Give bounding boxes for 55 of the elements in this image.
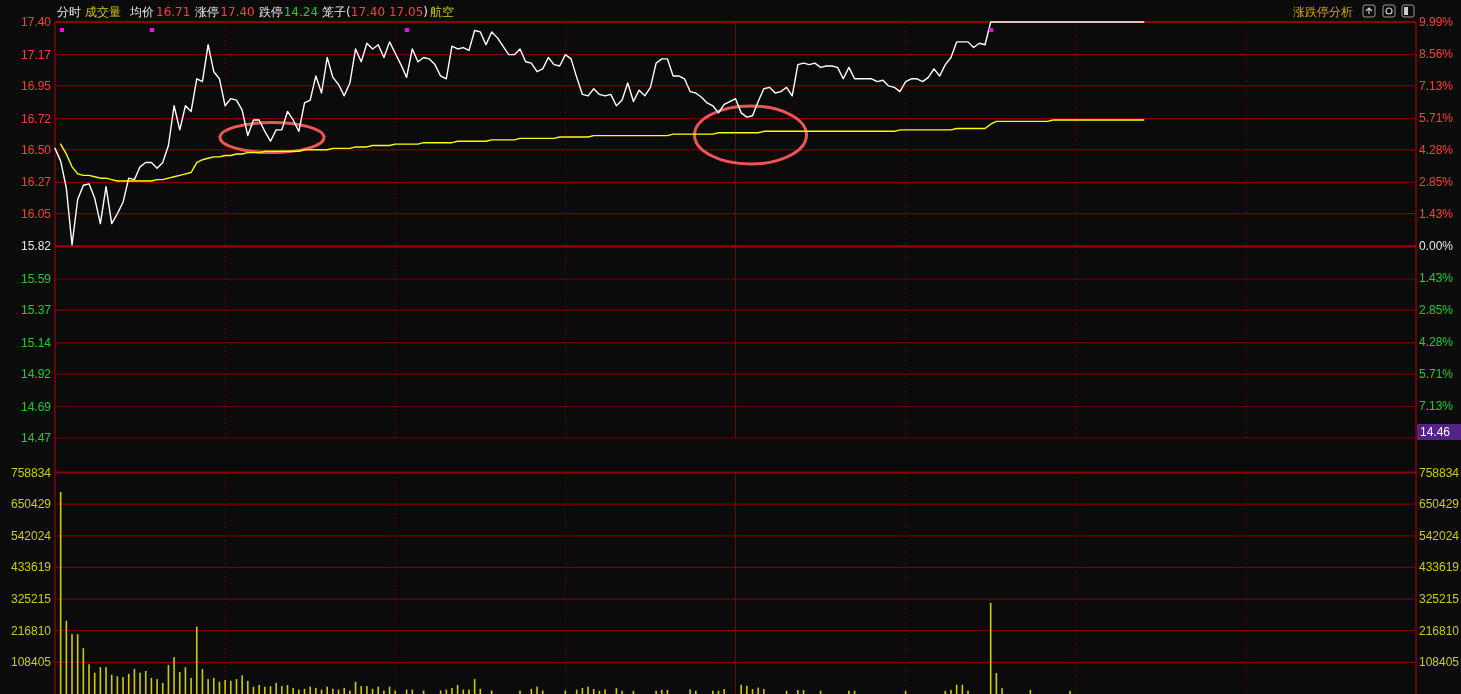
- y2-tick-label: 4.28%: [1419, 143, 1454, 158]
- y-tick-label: 16.95: [20, 78, 51, 93]
- y2-tick-label: 542024: [1419, 528, 1460, 543]
- y2-tick-label: 2.85%: [1419, 302, 1454, 317]
- y-tick-label: 325215: [10, 592, 51, 607]
- y-tick-label: 15.82: [20, 239, 51, 254]
- y2-tick-label: 1.43%: [1419, 206, 1454, 221]
- y-tick-label: 14.92: [20, 367, 51, 382]
- y-tick-label: 17.40: [20, 15, 51, 29]
- y2-tick-label: 433619: [1419, 560, 1460, 575]
- y-tick-label: 15.59: [20, 272, 51, 286]
- y-tick-label: 15.37: [20, 303, 51, 318]
- y-tick-label: 433619: [10, 560, 51, 575]
- y2-tick-label: 7.13%: [1419, 398, 1454, 413]
- annotation: 16.71: [156, 5, 191, 19]
- y2-tick-label: 1.43%: [1419, 271, 1454, 286]
- annotation: 均价: [130, 5, 154, 19]
- y-tick-label: 650429: [10, 497, 51, 512]
- annotation: 成交量: [85, 5, 121, 19]
- y-tick-label: 14.47: [20, 431, 51, 445]
- annotation: 14.24: [283, 5, 319, 19]
- annotation: 17.40: [220, 5, 255, 19]
- y2-tick-label: 5.71%: [1419, 111, 1454, 125]
- title: 分时: [57, 5, 81, 19]
- annotation: ): [423, 5, 428, 19]
- annotation: 涨跌停分析: [1293, 5, 1353, 19]
- y2-tick-label: 758834: [1419, 465, 1460, 480]
- y2-tick-label: 5.71%: [1419, 367, 1454, 382]
- annotation: 跌停: [258, 5, 283, 19]
- y-tick-label: 542024: [10, 528, 51, 543]
- y2-tick-label: 650429: [1419, 497, 1460, 512]
- annotation: 14.46: [1417, 424, 1461, 440]
- y-tick-label: 16.27: [20, 175, 51, 190]
- y2-tick-label: 2.85%: [1419, 175, 1454, 190]
- y-tick-label: 14.69: [20, 399, 51, 414]
- y-tick-label: 216810: [10, 623, 51, 638]
- y2-tick-label: 325215: [1419, 592, 1460, 607]
- y2-tick-label: 8.56%: [1419, 47, 1454, 62]
- annotation: 17.40 17.05: [350, 5, 424, 19]
- y-tick-label: 15.14: [20, 335, 51, 350]
- y2-tick-label: 216810: [1419, 623, 1460, 638]
- y-tick-label: 17.17: [20, 47, 51, 62]
- y2-tick-label: 0.00%: [1419, 239, 1454, 254]
- y-tick-label: 16.05: [20, 206, 51, 221]
- y2-tick-label: 9.99%: [1419, 15, 1454, 29]
- y-tick-label: 108405: [10, 655, 51, 670]
- y2-tick-label: 4.28%: [1419, 335, 1454, 349]
- y-tick-label: 16.72: [20, 111, 51, 126]
- annotation: 航空: [430, 5, 454, 19]
- y-tick-label: 16.50: [20, 142, 51, 157]
- annotation: 涨停: [195, 5, 220, 19]
- y2-tick-label: 7.13%: [1419, 79, 1454, 94]
- y-tick-label: 758834: [10, 465, 51, 480]
- annotation: 笼子(: [322, 5, 351, 19]
- y2-tick-label: 108405: [1419, 655, 1460, 670]
